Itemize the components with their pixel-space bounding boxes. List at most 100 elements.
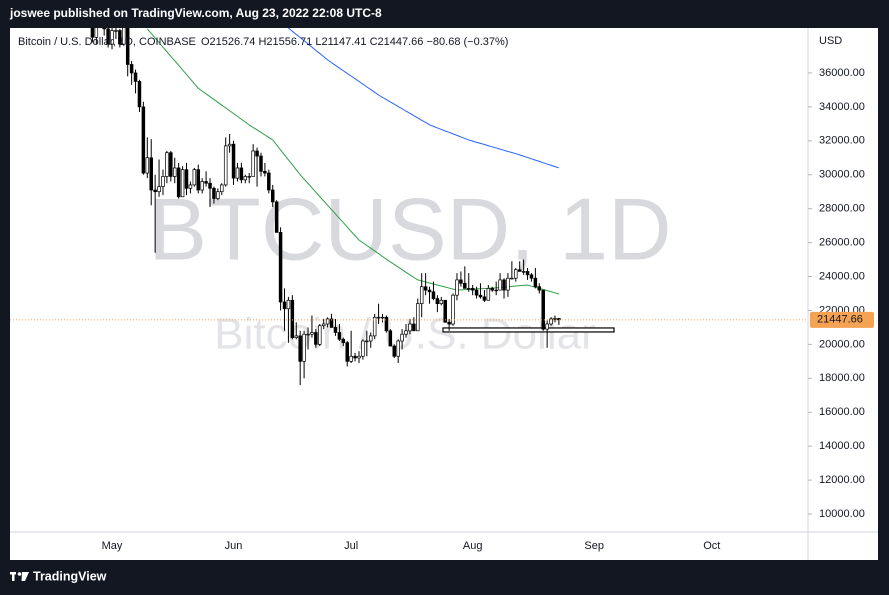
x-tick-label: Jun bbox=[225, 540, 243, 552]
candle-body bbox=[102, 28, 106, 30]
y-tick-label: 10000.00 bbox=[819, 508, 865, 520]
y-tick-label: 14000.00 bbox=[819, 440, 865, 452]
candle-body bbox=[153, 189, 157, 193]
candle-body bbox=[400, 333, 404, 342]
candle-body bbox=[549, 318, 553, 325]
candle-body bbox=[529, 274, 534, 279]
logo-part bbox=[12, 572, 15, 581]
candle-body bbox=[318, 325, 322, 345]
candle-body bbox=[255, 150, 259, 157]
candle-body bbox=[235, 167, 240, 179]
candle-body bbox=[553, 318, 557, 320]
candle-body bbox=[345, 342, 349, 362]
horizontal-level bbox=[442, 327, 615, 333]
y-tick-label: 20000.00 bbox=[819, 338, 865, 350]
candle-body bbox=[455, 279, 459, 296]
candle-body bbox=[380, 316, 385, 319]
candle-body bbox=[463, 282, 467, 289]
candle-body bbox=[110, 30, 114, 45]
candle-body bbox=[137, 81, 142, 108]
candle-body bbox=[404, 330, 408, 335]
candle-body bbox=[525, 271, 530, 276]
candle-body bbox=[196, 169, 201, 191]
candle-body bbox=[451, 294, 455, 325]
candle-body bbox=[314, 332, 318, 345]
moving-average-line bbox=[288, 28, 560, 169]
candle-body bbox=[125, 28, 130, 65]
candle-body bbox=[349, 355, 353, 362]
candle-body bbox=[294, 335, 299, 338]
candle-body bbox=[227, 143, 232, 147]
candle-body bbox=[325, 318, 330, 325]
candle-body bbox=[212, 187, 216, 199]
last-price-box bbox=[810, 311, 874, 328]
candle-body bbox=[514, 269, 518, 279]
candle-body bbox=[278, 232, 283, 303]
candle-body bbox=[247, 176, 251, 178]
candle-body bbox=[106, 28, 110, 45]
y-tick-label: 36000.00 bbox=[819, 67, 865, 79]
candle-body bbox=[357, 355, 361, 359]
candle-body bbox=[172, 167, 177, 177]
candle-body bbox=[443, 299, 447, 323]
candle-body bbox=[133, 72, 138, 82]
candle-body bbox=[447, 321, 451, 325]
candle-body bbox=[321, 323, 326, 327]
candle-body bbox=[392, 345, 397, 357]
chart-panel bbox=[10, 28, 878, 560]
candle-body bbox=[365, 340, 369, 343]
legend-low: L21147.41 bbox=[315, 36, 366, 48]
moving-average-line bbox=[146, 28, 560, 295]
watermark: BTCUSD, 1D bbox=[148, 179, 671, 278]
brand-logo bbox=[10, 572, 29, 581]
candle-body bbox=[427, 289, 432, 293]
candle-body bbox=[306, 333, 310, 336]
y-tick-label: 28000.00 bbox=[819, 203, 865, 215]
candle-body bbox=[470, 288, 475, 291]
candle-body bbox=[494, 289, 498, 292]
candle-body bbox=[498, 279, 502, 291]
candle-body bbox=[412, 323, 416, 332]
candle-body bbox=[122, 28, 126, 45]
candle-body bbox=[506, 277, 510, 291]
candle-body bbox=[176, 167, 181, 198]
candle-body bbox=[557, 318, 561, 321]
candle-body bbox=[466, 288, 471, 290]
candle-body bbox=[239, 167, 244, 181]
candle-body bbox=[145, 157, 150, 174]
logo-part bbox=[21, 572, 29, 581]
candle-body bbox=[169, 152, 173, 177]
candle-body bbox=[482, 296, 487, 301]
y-tick-label: 32000.00 bbox=[819, 135, 865, 147]
candle-body bbox=[372, 316, 377, 337]
x-tick-label: Jul bbox=[344, 540, 358, 552]
candle-body bbox=[188, 184, 193, 189]
candle-body bbox=[216, 191, 220, 199]
plot-area bbox=[10, 28, 808, 386]
candle-body bbox=[157, 186, 161, 193]
x-tick-label: Oct bbox=[703, 540, 720, 552]
candle-body bbox=[439, 299, 444, 305]
legend-symbol: Bitcoin / U.S. Dollar, 1D, COINBASE bbox=[18, 36, 196, 48]
candle-body bbox=[486, 288, 491, 301]
candle-body bbox=[510, 277, 514, 280]
candle-body bbox=[545, 323, 549, 330]
candle-body bbox=[267, 172, 271, 191]
candle-body bbox=[537, 286, 542, 291]
candle-body bbox=[286, 299, 291, 310]
candle-body bbox=[180, 169, 185, 198]
candle-body bbox=[251, 150, 255, 177]
publish-title: joswee published on TradingView.com, Aug… bbox=[9, 6, 382, 20]
candle-body bbox=[459, 279, 463, 284]
x-tick-label: Aug bbox=[463, 540, 483, 552]
candle-body bbox=[165, 152, 169, 177]
candle-body bbox=[310, 332, 314, 335]
candle-body bbox=[161, 176, 165, 187]
candle-body bbox=[478, 294, 483, 298]
legend-open: O21526.74 bbox=[201, 36, 255, 48]
candle-body bbox=[384, 316, 389, 332]
candle-body bbox=[533, 277, 538, 288]
axes: 10000.00 12000.00 14000.00 16000.00 18000.00… bbox=[102, 67, 874, 552]
candle-body bbox=[192, 169, 197, 186]
